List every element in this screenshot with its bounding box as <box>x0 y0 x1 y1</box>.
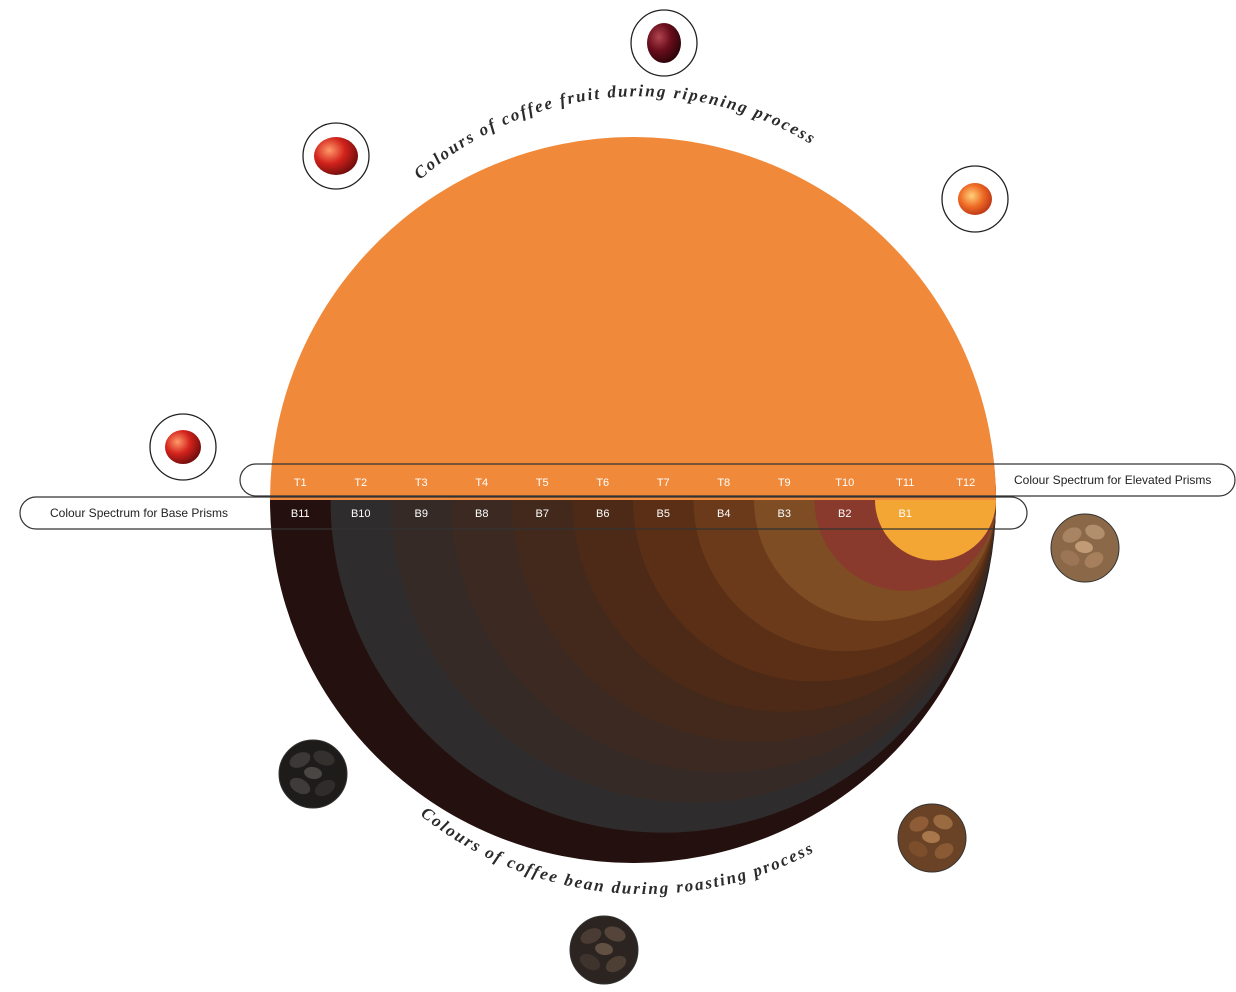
base-spectrum-pill <box>19 496 1028 530</box>
bottom-band-label-b10: B10 <box>351 508 371 520</box>
elevated-spectrum-pill <box>239 463 1236 497</box>
bottom-band-label-b7: B7 <box>536 508 549 520</box>
top-band-labels: T1 T2 T3 T4 T5 T6 T7 T8 T9 T10 T11 T12 <box>294 477 975 489</box>
top-band-label-t3: T3 <box>415 477 428 489</box>
elevated-spectrum-label: Colour Spectrum for Elevated Prisms <box>1014 473 1211 487</box>
top-band-label-t11: T11 <box>896 477 914 489</box>
top-band-label-t5: T5 <box>536 477 549 489</box>
dark-roast-bean-icon <box>278 739 348 809</box>
coffee-cherry-orange-icon <box>941 165 1009 233</box>
base-spectrum-label: Colour Spectrum for Base Prisms <box>50 506 228 520</box>
coffee-cherry-red-icon <box>302 122 370 190</box>
top-band-label-t1: T1 <box>294 477 307 489</box>
bottom-band-label-b11: B11 <box>291 508 310 520</box>
top-band-label-t8: T8 <box>717 477 730 489</box>
ripening-band-t1 <box>270 137 996 500</box>
bottom-band-label-b1: B1 <box>899 508 912 520</box>
roasting-band-b1 <box>875 500 996 561</box>
medium-roast-bean-icon <box>897 803 967 873</box>
top-band-label-t10: T10 <box>835 477 854 489</box>
top-band-label-t12: T12 <box>956 477 975 489</box>
medium-dark-roast-bean-icon <box>569 915 639 985</box>
bottom-band-label-b3: B3 <box>778 508 791 520</box>
top-band-label-t9: T9 <box>778 477 791 489</box>
top-band-label-t7: T7 <box>657 477 670 489</box>
bottom-band-label-b2: B2 <box>838 508 851 520</box>
top-band-label-t2: T2 <box>354 477 367 489</box>
coffee-cherry-dark-red-icon <box>630 9 698 77</box>
roasting-band-group <box>270 500 996 863</box>
bottom-band-label-b9: B9 <box>415 508 428 520</box>
bottom-band-label-b8: B8 <box>475 508 488 520</box>
top-band-label-t4: T4 <box>475 477 488 489</box>
ripening-band-group <box>270 137 996 500</box>
bottom-band-label-b4: B4 <box>717 508 730 520</box>
bottom-band-label-b5: B5 <box>657 508 670 520</box>
light-roast-bean-icon <box>1050 513 1120 583</box>
bottom-band-labels: B11 B10 B9 B8 B7 B6 B5 B4 B3 B2 B1 <box>291 508 912 520</box>
coffee-cherry-red-orange-icon <box>149 413 217 481</box>
bottom-band-label-b6: B6 <box>596 508 609 520</box>
top-band-label-t6: T6 <box>596 477 609 489</box>
